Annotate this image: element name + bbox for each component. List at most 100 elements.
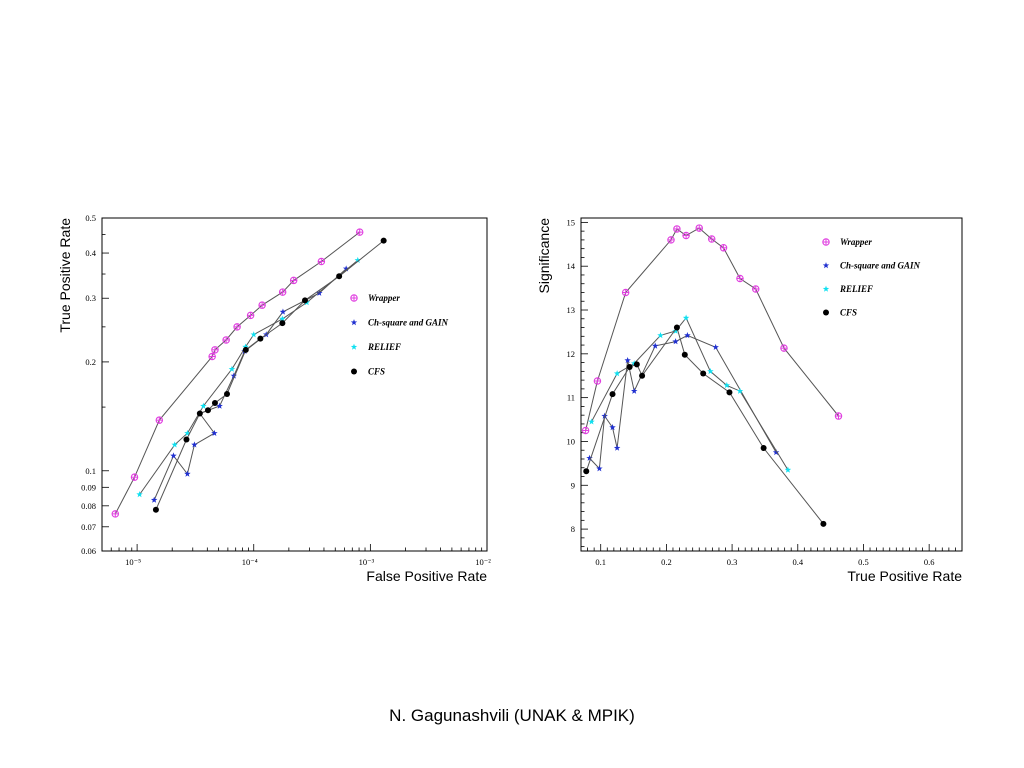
data-point	[258, 301, 266, 309]
y-tick-label: 0.1	[85, 466, 96, 476]
data-point	[136, 491, 143, 498]
data-point	[257, 335, 264, 342]
data-point	[152, 506, 159, 513]
y-tick-label: 0.3	[85, 293, 96, 303]
x-tick-label: 10⁻⁵	[125, 557, 141, 567]
series-line	[585, 326, 824, 525]
y-tick-label: 8	[571, 524, 575, 534]
y-tick-label: 0.06	[81, 546, 96, 556]
y-tick-label: 0.08	[81, 501, 96, 511]
data-point	[581, 426, 590, 435]
data-point	[672, 327, 679, 334]
data-point	[672, 338, 679, 345]
data-point	[196, 410, 203, 417]
data-point	[583, 468, 590, 475]
data-point	[111, 510, 120, 518]
legend-marker	[822, 262, 830, 269]
legend-marker	[350, 343, 358, 350]
x-tick-label: 0.2	[661, 557, 672, 567]
data-point	[155, 416, 164, 424]
y-tick-label: 14	[567, 261, 576, 271]
series-line	[589, 334, 777, 470]
x-tick-label: 0.3	[727, 557, 738, 567]
y-tick-label: 0.5	[85, 213, 96, 223]
data-point	[707, 235, 716, 243]
data-point	[726, 389, 733, 396]
y-tick-label: 0.07	[81, 522, 96, 532]
data-point	[586, 454, 593, 461]
plot-frame	[101, 217, 488, 552]
data-point	[719, 244, 728, 252]
y-tick-label: 0.2	[85, 357, 96, 367]
legend-label: Wrapper	[368, 293, 400, 303]
data-point	[230, 372, 238, 379]
data-point	[613, 370, 621, 377]
y-axis-title: Significance	[536, 218, 552, 294]
series-cfs	[583, 324, 827, 527]
legend-label: RELIEF	[367, 342, 401, 352]
data-point	[204, 407, 211, 414]
data-point	[736, 274, 744, 283]
legend-marker	[822, 238, 830, 246]
data-point	[695, 224, 703, 232]
data-point	[278, 288, 287, 296]
y-tick-label: 10	[567, 436, 576, 446]
data-point	[222, 336, 230, 344]
x-tick-label: 10⁻³	[359, 557, 375, 567]
data-point	[250, 331, 257, 338]
data-point	[336, 273, 343, 280]
y-axis-title: True Positive Rate	[57, 218, 73, 333]
data-point	[613, 444, 621, 451]
data-point	[279, 320, 286, 327]
data-point	[723, 381, 731, 389]
data-point	[200, 402, 207, 409]
legend-marker	[822, 285, 830, 292]
data-point	[211, 346, 219, 354]
data-point	[233, 323, 241, 331]
series-cfs	[152, 237, 387, 513]
x-tick-label: 0.6	[924, 557, 935, 567]
data-point	[673, 324, 680, 331]
series-line	[591, 316, 789, 471]
x-tick-label: 0.5	[858, 557, 869, 567]
data-point	[772, 449, 780, 456]
y-tick-label: 9	[571, 480, 575, 490]
data-point	[183, 436, 190, 443]
data-point	[609, 391, 616, 398]
series-wrapper	[581, 224, 843, 435]
data-point	[242, 346, 249, 353]
data-point	[609, 424, 616, 431]
data-point	[211, 399, 218, 406]
legend-marker	[823, 309, 829, 316]
data-point	[681, 351, 688, 358]
data-point	[834, 412, 843, 420]
data-point	[760, 445, 767, 452]
data-point	[684, 332, 691, 339]
x-axis-title: False Positive Rate	[366, 568, 487, 584]
data-point	[633, 361, 640, 368]
y-tick-label: 11	[567, 393, 575, 403]
legend-label: CFS	[368, 367, 385, 377]
data-point	[621, 288, 630, 297]
data-point	[228, 365, 236, 372]
data-point	[673, 225, 681, 233]
data-point	[700, 370, 707, 377]
data-point	[279, 315, 286, 322]
y-tick-label: 15	[567, 217, 576, 227]
data-point	[342, 265, 350, 272]
data-point	[652, 342, 659, 349]
y-tick-label: 0.4	[85, 248, 96, 258]
data-point	[211, 429, 218, 436]
data-point	[246, 311, 255, 320]
data-point	[130, 473, 139, 481]
data-point	[593, 377, 602, 385]
data-point	[780, 344, 788, 352]
data-point	[170, 452, 177, 459]
legend-marker	[350, 319, 358, 326]
legend-label: Ch-square and GAIN	[368, 318, 449, 328]
x-tick-label: 10⁻²	[475, 557, 491, 567]
data-point	[184, 470, 191, 477]
data-point	[355, 228, 364, 236]
